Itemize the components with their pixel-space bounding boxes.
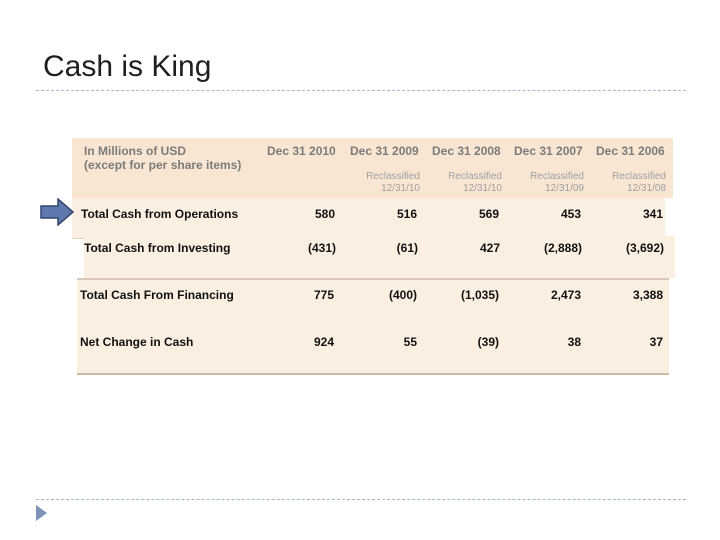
column-header: Dec 31 2008 [432, 144, 501, 158]
table-cell: 775 [313, 288, 334, 302]
column-note: Reclassified 12/31/10 [366, 171, 420, 194]
slide-title: Cash is King [43, 50, 212, 83]
table-cell: (1,035) [460, 288, 499, 302]
column-note: Reclassified 12/31/08 [612, 171, 666, 194]
row-band-investing [84, 236, 675, 278]
table-cell: 453 [560, 207, 581, 221]
table-cell: 427 [479, 241, 500, 255]
table-cell: 569 [478, 207, 499, 221]
row-label-net-change: Net Change in Cash [80, 335, 194, 349]
row-label-operations: Total Cash from Operations [81, 207, 239, 221]
table-cell: (3,692) [625, 241, 664, 255]
column-header: Dec 31 2007 [514, 144, 583, 158]
slide-nav-arrow-icon [36, 505, 47, 521]
table-header-band [72, 138, 673, 198]
title-divider [36, 90, 686, 91]
table-cell: 516 [396, 207, 417, 221]
column-header: Dec 31 2006 [596, 144, 665, 158]
footer-divider [36, 499, 686, 500]
table-cell: (39) [477, 335, 499, 349]
column-header: Dec 31 2009 [350, 144, 419, 158]
table-cell: (2,888) [543, 241, 582, 255]
row-band-operations [72, 198, 665, 239]
row-label-investing: Total Cash from Investing [84, 241, 231, 255]
table-cell: 341 [642, 207, 663, 221]
row-label-financing: Total Cash From Financing [80, 288, 234, 302]
header-units-note: (except for per share items) [84, 158, 242, 172]
column-header: Dec 31 2010 [267, 144, 336, 158]
row-band-financing [77, 278, 669, 327]
column-note: Reclassified 12/31/10 [448, 171, 502, 194]
table-cell: (61) [396, 241, 418, 255]
table-cell: 3,388 [632, 288, 663, 302]
table-cell: 37 [649, 335, 663, 349]
table-cell: (431) [307, 241, 336, 255]
table-cell: 580 [314, 207, 335, 221]
header-units-label: In Millions of USD [84, 144, 186, 158]
row-band-net-change [77, 324, 669, 375]
table-cell: 38 [567, 335, 581, 349]
table-cell: (400) [388, 288, 417, 302]
right-arrow-icon [40, 198, 74, 226]
column-note: Reclassified 12/31/09 [530, 171, 584, 194]
table-cell: 2,473 [550, 288, 581, 302]
table-cell: 924 [313, 335, 334, 349]
table-cell: 55 [403, 335, 417, 349]
